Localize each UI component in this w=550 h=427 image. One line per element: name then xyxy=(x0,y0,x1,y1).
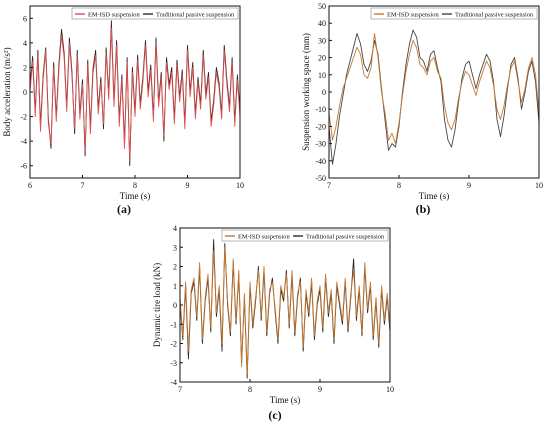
series-line-em-isd xyxy=(328,33,540,145)
panel-label-b: (b) xyxy=(416,202,431,216)
y-tick-label: -2 xyxy=(170,340,177,349)
x-tick-label: 8 xyxy=(397,181,401,190)
x-axis-label: Time (s) xyxy=(419,191,449,201)
x-tick-label: 9 xyxy=(467,181,471,190)
y-tick-label: 6 xyxy=(23,14,27,23)
x-axis-label: Time (s) xyxy=(270,395,300,405)
legend-entry: EM-ISD suspension xyxy=(238,234,290,241)
legend-entry: Traditional passive suspension xyxy=(455,12,534,19)
legend-entry: Traditional passive suspension xyxy=(306,234,385,241)
y-axis-label: Body acceleration (m/s²) xyxy=(2,47,12,136)
y-tick-label: -30 xyxy=(315,140,326,149)
panel-label-c: (c) xyxy=(268,408,281,422)
y-tick-label: -10 xyxy=(315,105,326,114)
y-tick-label: -1 xyxy=(170,320,177,329)
legend-box xyxy=(370,7,538,20)
x-tick-label: 9 xyxy=(186,181,190,190)
y-tick-label: 50 xyxy=(318,2,326,11)
y-tick-label: -40 xyxy=(315,157,326,166)
x-tick-label: 6 xyxy=(28,181,32,190)
legend-box xyxy=(71,7,239,20)
x-tick-label: 10 xyxy=(236,181,244,190)
chart-a: 6 7 8 9 10 -6 -4 -2 0 2 4 6 Time (s) Body acceleratio… xyxy=(2,5,244,201)
x-axis-label: Time (s) xyxy=(120,191,150,201)
y-tick-label: -20 xyxy=(315,122,326,131)
x-tick-label: 10 xyxy=(535,181,543,190)
y-tick-label: -4 xyxy=(20,137,27,146)
y-tick-label: -6 xyxy=(20,162,27,171)
y-axis-label: Suspension working space (mm) xyxy=(301,33,311,151)
y-tick-label: 2 xyxy=(173,263,177,272)
y-tick-label: 30 xyxy=(318,36,326,45)
y-tick-label: 40 xyxy=(318,19,326,28)
x-tick-label: 7 xyxy=(327,181,331,190)
y-tick-label: -3 xyxy=(170,359,177,368)
x-tick-label: 7 xyxy=(81,181,85,190)
legend-box xyxy=(221,229,389,242)
x-tick-label: 7 xyxy=(178,385,182,394)
y-tick-label: 0 xyxy=(23,88,27,97)
x-tick-label: 9 xyxy=(318,385,322,394)
y-tick-label: 10 xyxy=(318,71,326,80)
x-tick-label: 8 xyxy=(133,181,137,190)
legend-entry: Traditional passive suspension xyxy=(156,12,235,19)
y-tick-label: -2 xyxy=(20,113,27,122)
y-axis-label: Dynamic tire load (kN) xyxy=(152,263,162,347)
series-line-passive xyxy=(29,20,241,167)
y-tick-label: -4 xyxy=(170,378,177,387)
y-tick-label: 4 xyxy=(173,224,177,233)
series-line-em-isd xyxy=(29,27,241,162)
series-line-passive xyxy=(328,29,540,165)
y-tick-label: 4 xyxy=(23,39,27,48)
chart-c: 7 8 9 10 -4 -3 -2 -1 0 1 2 3 4 Time (s) Dynamic tire l… xyxy=(152,224,394,405)
chart-b: 7 8 9 10 -50 -40 -30 -20 -10 0 10 20 30 40 50 Time (s) S… xyxy=(301,2,543,201)
y-tick-label: 2 xyxy=(23,63,27,72)
y-tick-label: 3 xyxy=(173,243,177,252)
y-tick-label: 1 xyxy=(173,282,177,291)
x-tick-label: 10 xyxy=(386,385,394,394)
legend-entry: EM-ISD suspension xyxy=(88,12,140,19)
y-tick-label: 0 xyxy=(173,301,177,310)
legend-entry: EM-ISD suspension xyxy=(387,12,439,19)
x-tick-label: 8 xyxy=(248,385,252,394)
y-tick-label: 20 xyxy=(318,54,326,63)
panel-label-a: (a) xyxy=(117,202,131,216)
series-line-em-isd xyxy=(179,246,391,375)
y-tick-label: -50 xyxy=(315,174,326,183)
y-tick-label: 0 xyxy=(322,88,326,97)
